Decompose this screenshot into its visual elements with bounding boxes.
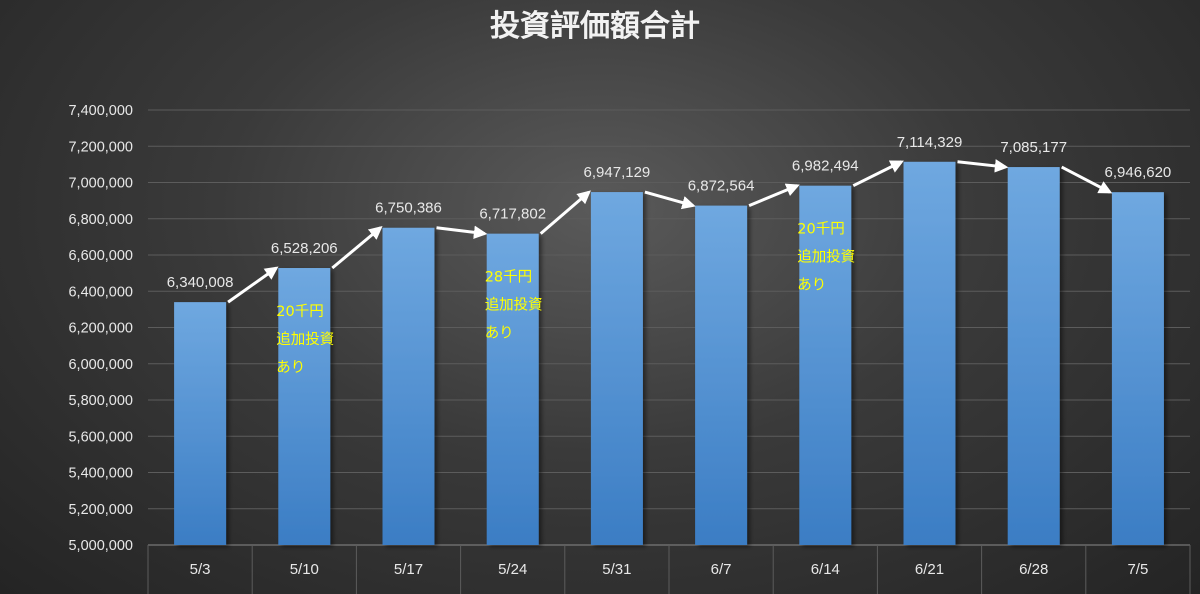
bar-5/3	[174, 302, 227, 545]
x-tick-label: 5/10	[290, 561, 319, 578]
data-label: 7,085,177	[1000, 139, 1067, 156]
bars	[174, 161, 1164, 546]
data-label: 6,340,008	[167, 274, 234, 291]
y-axis-ticks: 5,000,000 5,200,000 5,400,000 5,600,000 5,80…	[68, 103, 133, 554]
bar-5/10	[278, 268, 331, 545]
x-tick-label: 6/7	[711, 561, 732, 578]
y-tick-label: 7,400,000	[68, 103, 133, 119]
trend-arrow	[331, 226, 383, 270]
annotation-line: 追加投資	[485, 297, 543, 314]
y-tick-label: 6,600,000	[68, 248, 133, 264]
trend-arrow	[436, 225, 488, 240]
y-tick-label: 6,800,000	[68, 212, 133, 228]
trend-arrow	[539, 190, 591, 235]
annotation-line: 20千円	[797, 221, 844, 238]
y-tick-label: 5,200,000	[68, 502, 133, 518]
x-tick-label: 5/31	[602, 561, 631, 578]
data-label: 6,947,129	[584, 164, 651, 181]
y-tick-label: 7,200,000	[68, 139, 133, 155]
annotation-line: 追加投資	[797, 249, 855, 266]
trend-arrow	[644, 190, 696, 210]
trend-arrow	[852, 160, 904, 188]
x-tick-label: 5/3	[190, 561, 211, 578]
data-label: 6,717,802	[479, 206, 546, 223]
bar-6/7	[695, 205, 748, 545]
bar-5/17	[382, 227, 435, 545]
data-label: 6,528,206	[271, 240, 338, 257]
annotation-line: 20千円	[276, 303, 323, 320]
y-tick-label: 5,600,000	[68, 429, 133, 445]
annotation-line: あり	[797, 277, 826, 294]
trend-arrows	[227, 159, 1113, 304]
y-tick-label: 6,400,000	[68, 284, 133, 300]
x-tick-label: 6/21	[915, 561, 944, 578]
x-tick-label: 5/17	[394, 561, 423, 578]
bar-6/14	[799, 185, 852, 545]
annotation-line: あり	[276, 359, 305, 376]
y-tick-label: 5,000,000	[68, 538, 133, 554]
data-label: 6,750,386	[375, 200, 442, 217]
data-label: 6,872,564	[688, 178, 755, 195]
trend-arrow	[1061, 165, 1113, 194]
trend-arrow	[957, 159, 1009, 173]
annotation-line: 28千円	[485, 269, 532, 286]
bar-6/28	[1007, 167, 1060, 545]
chart-title: 投資評価額合計	[490, 9, 700, 44]
bar-5/24	[486, 233, 539, 546]
y-tick-label: 5,400,000	[68, 466, 133, 482]
y-tick-label: 6,200,000	[68, 321, 133, 337]
y-tick-label: 5,800,000	[68, 393, 133, 409]
data-label: 6,982,494	[792, 158, 859, 175]
x-tick-label: 6/14	[811, 561, 840, 578]
bar-5/31	[590, 192, 643, 545]
trend-arrow	[748, 183, 800, 207]
x-tick-label: 7/5	[1127, 561, 1148, 578]
bar-6/21	[903, 161, 956, 545]
data-labels: 6,340,008 6,528,206 6,750,386 6,717,802 6,94…	[167, 134, 1172, 291]
trend-arrow	[227, 266, 279, 304]
y-tick-label: 6,000,000	[68, 357, 133, 373]
x-axis-ticks: 5/3 5/10 5/17 5/24 5/31 6/7 6/14 6/21 6/28 7/5	[190, 561, 1149, 578]
data-label: 6,946,620	[1105, 164, 1172, 181]
data-label: 7,114,329	[897, 134, 963, 151]
y-tick-label: 7,000,000	[68, 176, 133, 192]
annotation-line: あり	[485, 325, 514, 342]
x-tick-label: 6/28	[1019, 561, 1048, 578]
bar-7/5	[1111, 192, 1164, 546]
annotation-line: 追加投資	[276, 331, 334, 348]
x-tick-label: 5/24	[498, 561, 527, 578]
